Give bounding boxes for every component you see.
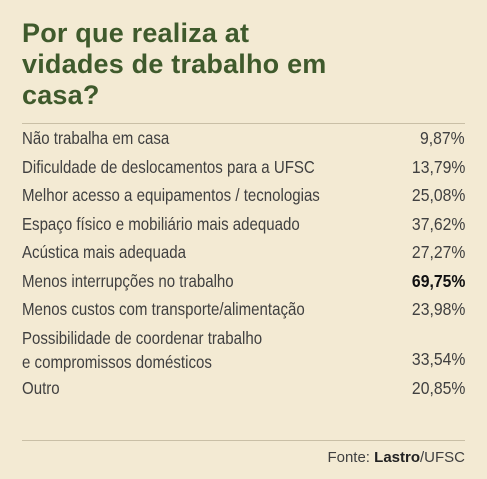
row-label: Espaço físico e mobiliário mais adequado (22, 213, 300, 234)
chart-title-line: vidades de trabalho em (22, 49, 327, 79)
row-value: 13,79% (411, 156, 465, 177)
row-value: 25,08% (411, 185, 465, 205)
table-row: Dificuldade de deslocamentos para a UFSC… (22, 153, 465, 182)
chart-title-line: Por que realiza at (22, 18, 250, 48)
row-value: 9,87% (420, 128, 465, 148)
row-value: 33,54% (411, 349, 465, 369)
row-value-highlight: 69,75% (411, 270, 465, 291)
row-label: Menos interrupções no trabalho (22, 270, 234, 291)
table-row: Outro 20,85% (22, 374, 465, 403)
row-label-line1: Possibilidade de coordenar trabalho (22, 327, 263, 348)
table-row-highlight: Menos interrupções no trabalho 69,75% (22, 267, 465, 296)
row-value: 37,62% (411, 213, 465, 234)
row-label: Não trabalha em casa (22, 128, 170, 148)
row-label-line2: e compromissos domésticos (22, 351, 212, 372)
row-value: 27,27% (411, 242, 465, 262)
source-brand: Lastro (374, 449, 420, 466)
row-label: Outro (22, 377, 60, 398)
chart-title-line: casa? (22, 80, 100, 110)
chart-title: Por que realiza at vidades de trabalho em… (22, 18, 465, 111)
table-row: Não trabalha em casa 9,87% (22, 124, 465, 153)
table-row: Espaço físico e mobiliário mais adequado… (22, 210, 465, 239)
row-label-multiline: Possibilidade de coordenar trabalho e co… (22, 324, 262, 374)
row-value: 23,98% (411, 299, 465, 319)
data-table: Não trabalha em casa 9,87% Dificuldade d… (22, 123, 465, 402)
table-row: Menos custos com transporte/alimentação … (22, 295, 465, 324)
source-suffix: /UFSC (420, 449, 465, 466)
source-footer: Fonte: Lastro/UFSC (22, 440, 465, 466)
table-row: Melhor acesso a equipamentos / tecnologi… (22, 181, 465, 210)
row-label: Menos custos com transporte/alimentação (22, 299, 305, 319)
source-prefix: Fonte: (327, 449, 375, 466)
table-row: Possibilidade de coordenar trabalho e co… (22, 324, 465, 374)
row-label: Dificuldade de deslocamentos para a UFSC (22, 156, 315, 177)
table-row: Acústica mais adequada 27,27% (22, 238, 465, 267)
row-label: Melhor acesso a equipamentos / tecnologi… (22, 185, 320, 205)
row-label: Acústica mais adequada (22, 242, 186, 262)
row-value: 20,85% (411, 377, 465, 398)
